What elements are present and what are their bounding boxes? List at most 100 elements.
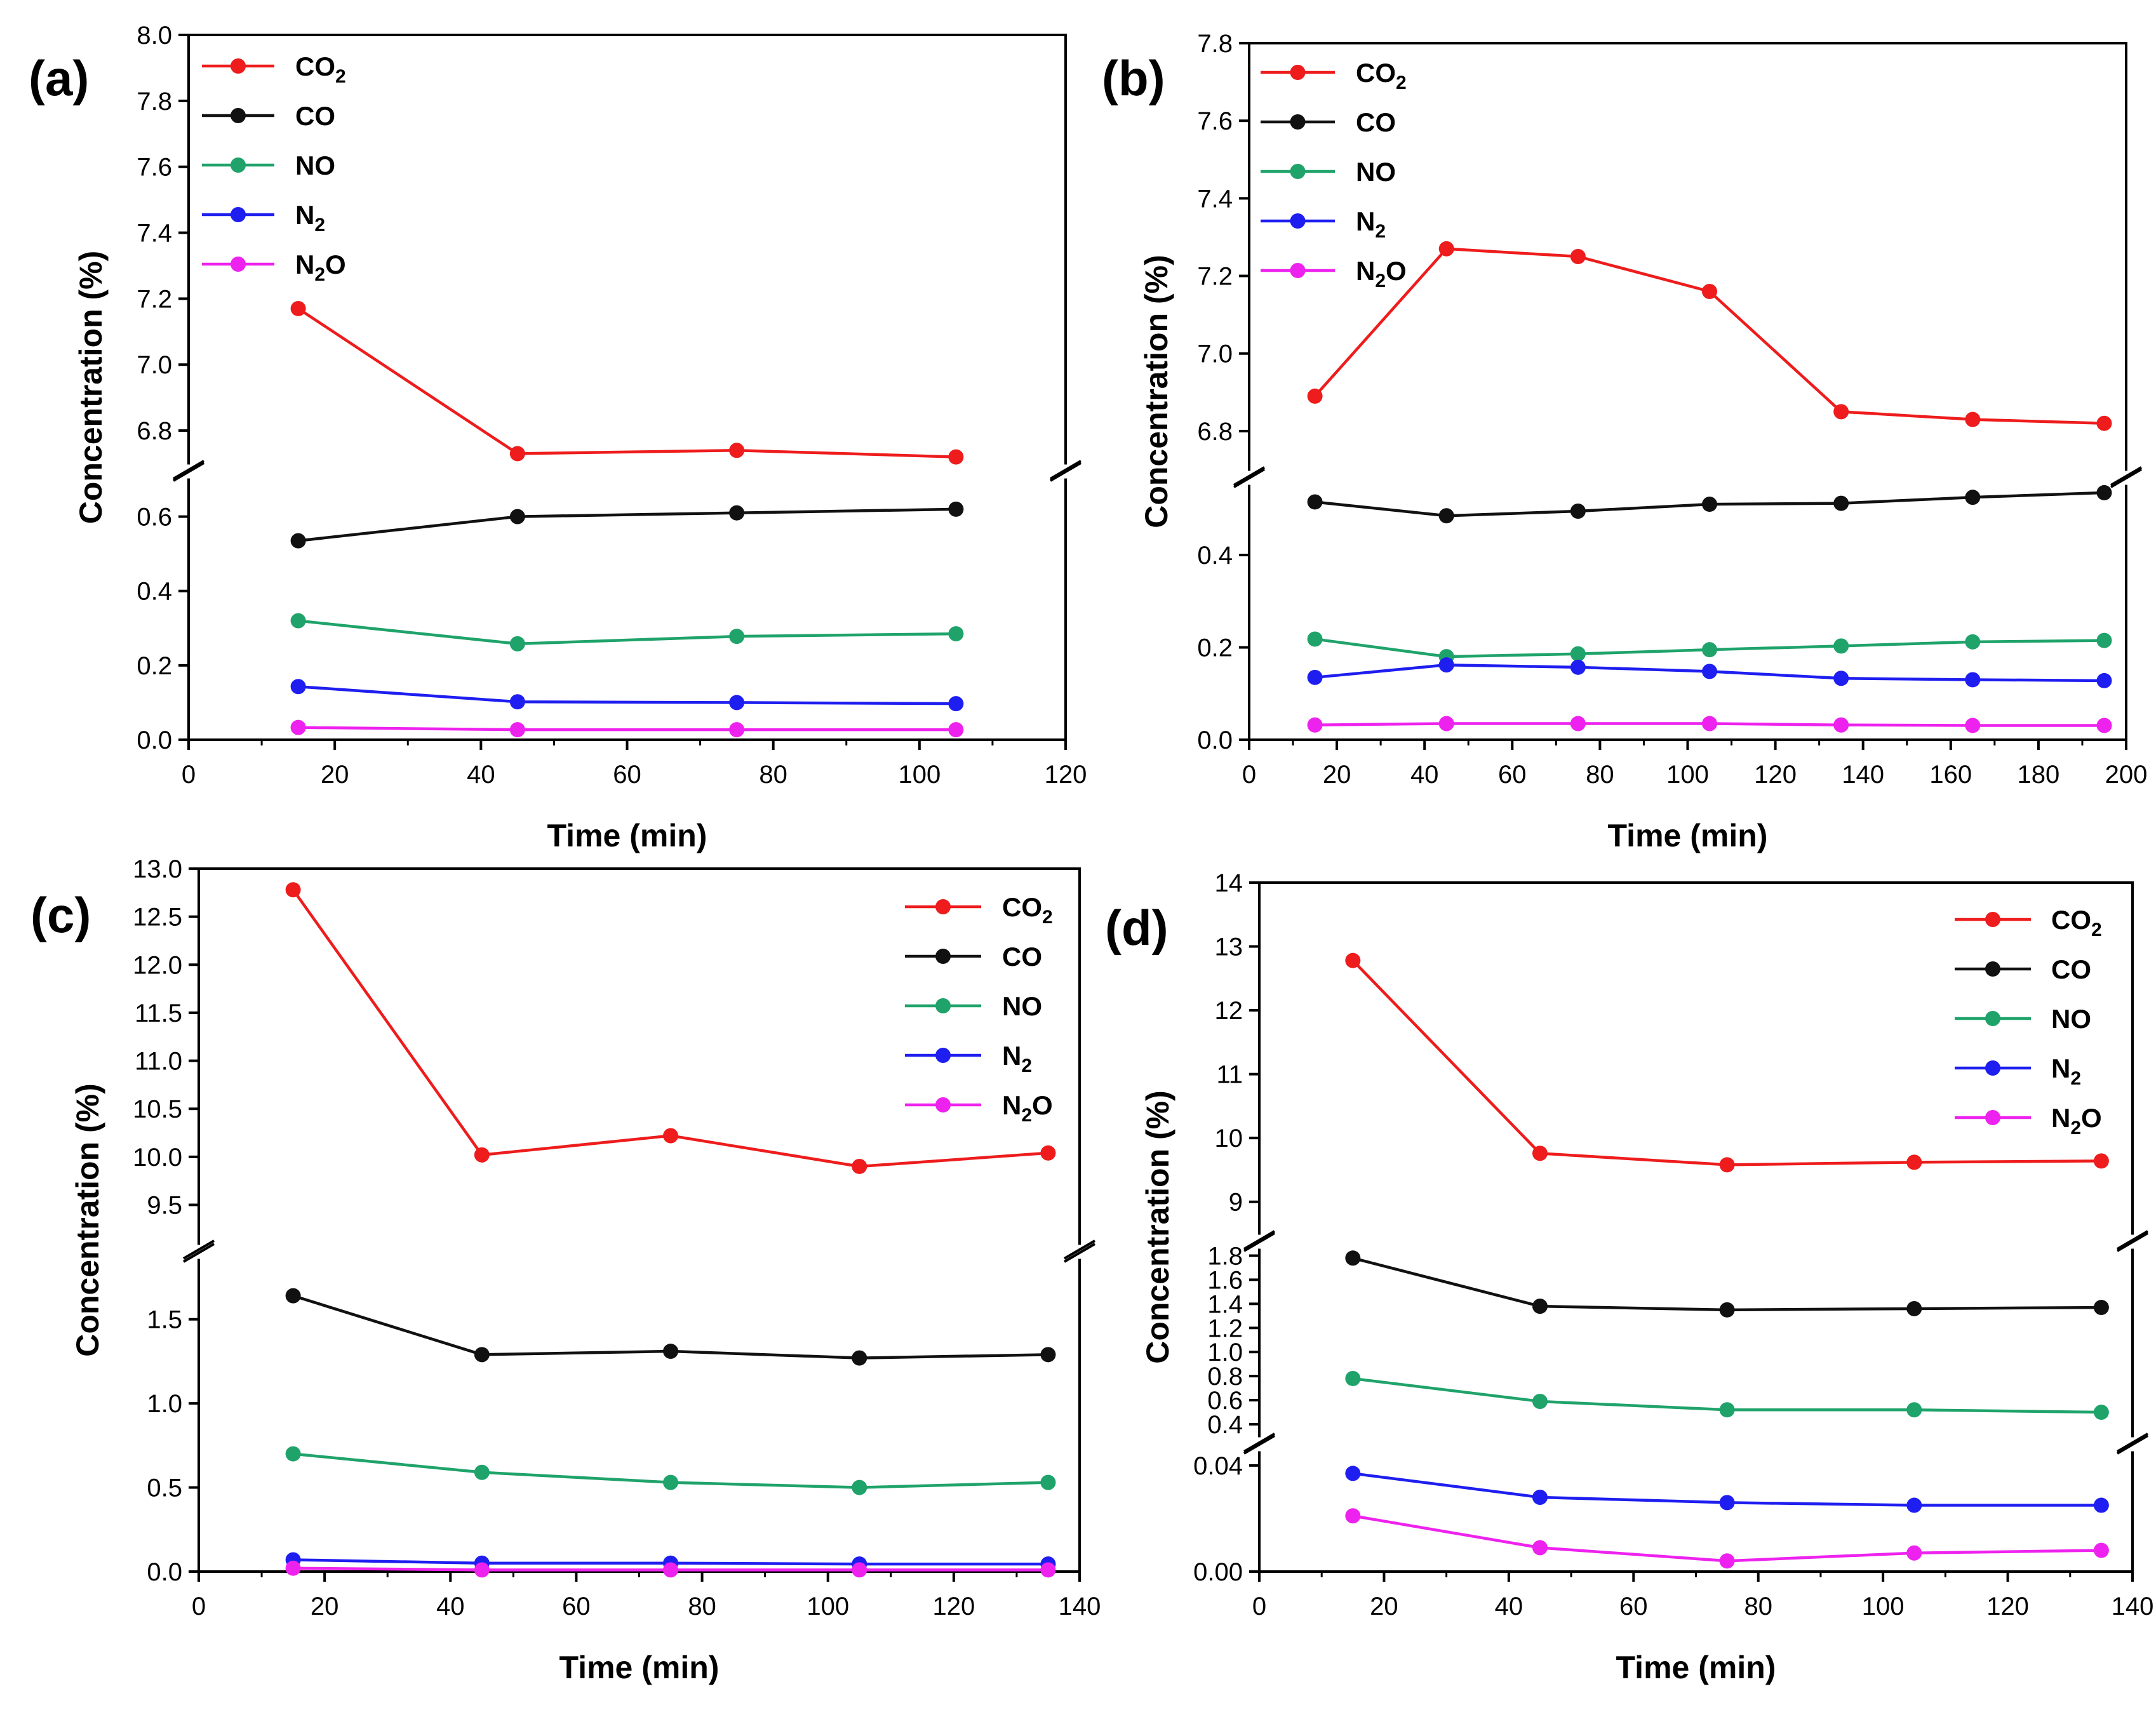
- data-point-CO: [1570, 504, 1586, 519]
- data-point-CO: [290, 533, 306, 549]
- x-tick-label: 20: [311, 1593, 339, 1620]
- data-point-N2: [1906, 1497, 1922, 1513]
- legend-item-N2: N2: [1955, 1053, 2081, 1089]
- y-tick-label: 7.2: [1197, 263, 1233, 291]
- legend-label-base: CO: [1002, 942, 1042, 972]
- series-line-N2O: [298, 726, 956, 731]
- legend-label-base: N: [1356, 256, 1375, 286]
- legend-item-N2O: N2O: [1261, 256, 1407, 291]
- y-tick-label: 1.0: [1207, 1339, 1243, 1366]
- data-point-CO2: [1438, 241, 1454, 257]
- axis-break-mark: [1063, 1243, 1096, 1263]
- data-point-N2O: [1719, 1553, 1735, 1569]
- legend-item-N2: N2: [202, 200, 325, 236]
- x-axis-title: Time (min): [547, 818, 707, 853]
- legend-label-subscript: 2: [314, 215, 325, 236]
- y-tick-label: 1.2: [1207, 1314, 1243, 1342]
- series-line-CO2: [297, 307, 956, 458]
- data-point-CO2: [2096, 415, 2112, 431]
- legend-label-suffix: O: [1386, 256, 1407, 286]
- x-tick-label: 60: [613, 761, 641, 789]
- y-tick-label: 6.8: [137, 417, 172, 445]
- legend-marker: [1290, 263, 1306, 278]
- data-point-CO: [1532, 1299, 1548, 1314]
- y-tick-label: 0.8: [1207, 1363, 1243, 1391]
- data-point-NO: [285, 1446, 301, 1462]
- legend-label: CO: [2051, 954, 2091, 984]
- legend-label: N2: [1356, 206, 1386, 242]
- axis-break-mark: [1243, 1232, 1276, 1252]
- series-NO: [285, 1446, 1056, 1495]
- series-N2: [290, 679, 964, 712]
- legend-label-base: CO: [295, 101, 335, 131]
- legend-item-N2O: N2O: [905, 1090, 1053, 1126]
- data-point-CO2: [285, 882, 301, 898]
- y-tick-label: 11.0: [135, 1048, 182, 1076]
- y-tick-label: 7.6: [137, 154, 172, 182]
- legend-marker: [1290, 114, 1306, 130]
- legend-item-CO: CO: [202, 101, 335, 131]
- x-tick-label: 100: [807, 1593, 849, 1620]
- data-point-CO2: [1532, 1146, 1548, 1161]
- legend-label: CO: [1356, 107, 1396, 137]
- data-point-CO2: [1307, 388, 1323, 404]
- data-point-N2O: [290, 719, 306, 735]
- series-CO: [285, 1288, 1056, 1366]
- data-point-CO: [1719, 1302, 1735, 1318]
- legend-item-CO: CO: [1261, 107, 1396, 137]
- data-point-CO: [509, 509, 525, 524]
- legend-label-subscript: 2: [335, 66, 346, 87]
- data-point-N2: [2096, 672, 2112, 688]
- x-tick-label: 80: [688, 1593, 716, 1620]
- axis-break-mark: [182, 1239, 215, 1260]
- chart-panel-b: 0 20 40 60 80 100 120 140 160 180 200 0.0 0.2 0.4 6.8 7…: [1102, 30, 2147, 853]
- legend-item-NO: NO: [1261, 157, 1396, 187]
- data-point-N2: [1702, 664, 1718, 679]
- x-tick-label: 0: [192, 1593, 206, 1620]
- x-tick-label: 120: [1045, 761, 1087, 789]
- plot-frame: [198, 867, 1081, 1573]
- data-point-CO2: [1833, 404, 1849, 420]
- legend-label-subscript: 2: [2091, 919, 2102, 940]
- series-CO2: [285, 882, 1056, 1174]
- legend-label: N2: [295, 200, 325, 236]
- panel-label: (d): [1105, 900, 1168, 956]
- legend-marker: [935, 1048, 951, 1063]
- data-point-N2O: [1532, 1540, 1548, 1556]
- legend-item-N2: N2: [905, 1041, 1032, 1076]
- series-NO: [290, 613, 964, 651]
- legend-item-CO2: CO2: [202, 51, 346, 87]
- y-tick-label: 0.0: [137, 726, 172, 754]
- axis-break-mark: [1049, 462, 1082, 482]
- data-point-CO: [663, 1344, 679, 1359]
- series-CO2: [290, 300, 964, 465]
- panel-label: (a): [29, 50, 89, 106]
- data-point-N2: [1307, 669, 1323, 685]
- x-tick-label: 0: [1252, 1593, 1266, 1620]
- y-tick-label: 7.4: [137, 220, 172, 248]
- legend-label: CO: [1002, 942, 1042, 972]
- data-point-N2O: [285, 1560, 301, 1576]
- x-tick-label: 80: [1744, 1593, 1772, 1620]
- y-axis-title: Concentration (%): [1139, 255, 1174, 528]
- y-tick-label: 0.6: [137, 504, 172, 531]
- legend-label-subscript: 2: [1396, 72, 1407, 93]
- data-point-NO: [1833, 638, 1849, 654]
- y-tick-label: 12.5: [133, 904, 182, 932]
- legend-label: NO: [2051, 1004, 2091, 1034]
- legend-label-base: CO: [2051, 954, 2091, 984]
- data-point-CO: [948, 501, 964, 517]
- legend-label-base: CO: [295, 51, 335, 81]
- data-point-NO: [290, 613, 306, 629]
- x-tick-label: 60: [1619, 1593, 1648, 1620]
- y-tick-label: 0.04: [1193, 1452, 1243, 1480]
- legend-marker: [231, 257, 246, 272]
- legend-marker: [1290, 164, 1306, 179]
- series-N2O: [1345, 1508, 2109, 1569]
- data-point-NO: [2096, 632, 2112, 648]
- legend-label: NO: [1002, 991, 1042, 1021]
- series-N2O: [290, 719, 964, 738]
- panel-label: (c): [30, 887, 91, 943]
- data-point-CO2: [2093, 1153, 2109, 1169]
